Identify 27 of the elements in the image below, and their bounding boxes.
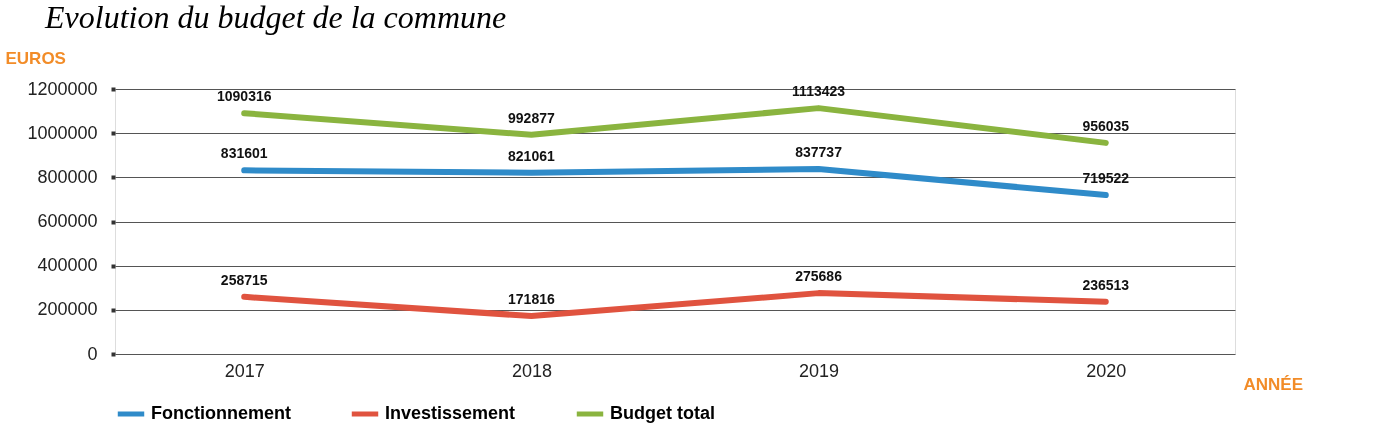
data-label: 258715 [220,271,268,288]
x-axis-title: ANNÉE [1243,374,1304,394]
legend-label: Fonctionnement [151,403,291,423]
data-label: 992877 [508,109,555,126]
y-tick-label: 800000 [37,166,98,187]
x-tick-label: 2019 [799,360,840,381]
x-tick-label: 2020 [1086,360,1127,381]
data-label: 821061 [508,147,555,164]
data-label: 236513 [1082,276,1130,293]
y-tick-label: 1000000 [27,122,98,143]
y-tick-label: 400000 [37,255,98,276]
data-label: 837737 [795,144,843,160]
legend-label: Budget total [610,403,715,423]
data-label: 275686 [795,268,843,285]
data-label: 831601 [220,145,268,162]
y-tick-label: 600000 [37,211,98,231]
data-label: 171816 [508,291,555,308]
x-tick-label: 2017 [224,360,265,381]
chart-title: Evolution du budget de la commune [44,0,507,35]
legend-label: Investissement [385,403,516,423]
data-label: 956035 [1082,117,1130,134]
y-tick-label: 200000 [37,299,98,320]
y-tick-label: 1200000 [27,78,98,99]
y-tick-label: 0 [87,343,98,364]
data-label: 1090316 [216,88,272,105]
x-tick-label: 2018 [511,360,552,381]
y-axis-title: EUROS [5,48,66,68]
